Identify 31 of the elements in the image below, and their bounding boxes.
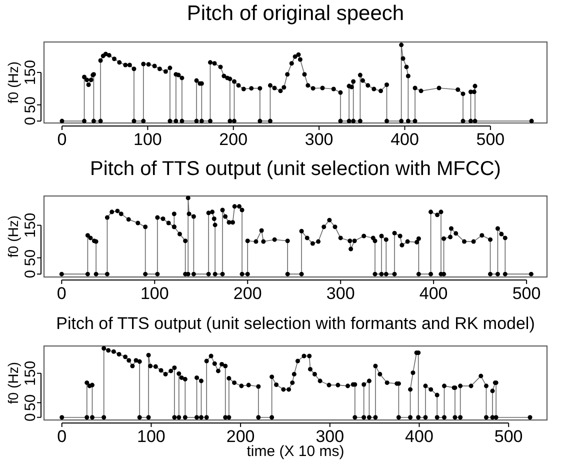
y-axis-title: f0 (Hz) xyxy=(5,362,21,404)
y-axis-title: f0 (Hz) xyxy=(5,216,21,258)
x-tick-label: 100 xyxy=(140,284,169,304)
y-tick-label: 50 xyxy=(22,249,39,266)
x-tick-label: 100 xyxy=(133,130,162,150)
y-axis-title: f0 (Hz) xyxy=(5,62,21,104)
x-tick-label: 100 xyxy=(137,427,166,446)
chart-title: Pitch of TTS output (unit selection with formants and RK model) xyxy=(56,314,535,333)
x-tick-label: 0 xyxy=(57,130,67,150)
y-tick-label: 0 xyxy=(22,116,39,126)
x-tick-label: 200 xyxy=(219,130,248,150)
y-tick-label: 50 xyxy=(22,394,39,412)
y-tick-label: 150 xyxy=(22,212,39,238)
chart-title: Pitch of TTS output (unit selection with MFCC) xyxy=(90,158,501,180)
x-tick-label: 400 xyxy=(390,130,419,150)
x-tick-label: 500 xyxy=(494,427,523,446)
y-tick-label: 0 xyxy=(22,413,39,422)
x-tick-label: 500 xyxy=(476,130,505,150)
y-tick-label: 50 xyxy=(22,96,39,114)
x-tick-label: 400 xyxy=(405,427,434,446)
x-tick-label: 200 xyxy=(233,284,262,304)
x-tick-label: 500 xyxy=(512,284,541,304)
x-tick-label: 0 xyxy=(56,284,66,304)
x-tick-label: 0 xyxy=(57,427,67,446)
y-tick-label: 150 xyxy=(22,60,39,85)
y-tick-label: 150 xyxy=(22,360,39,386)
x-tick-label: 400 xyxy=(419,284,448,304)
chart-title: Pitch of original speech xyxy=(186,2,404,25)
x-tick-label: 300 xyxy=(304,130,334,150)
y-tick-label: 0 xyxy=(22,270,39,278)
x-tick-label: 300 xyxy=(326,284,355,304)
